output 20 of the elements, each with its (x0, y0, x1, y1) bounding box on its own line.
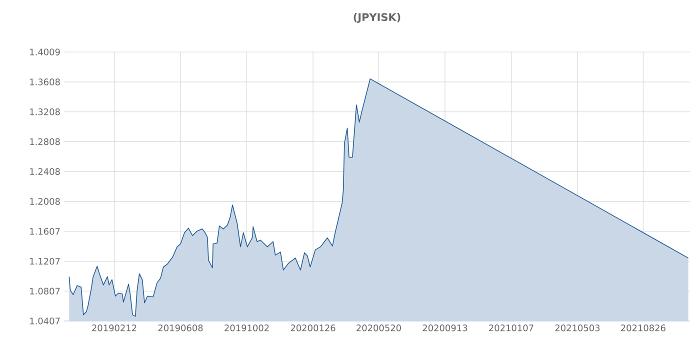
y-tick-label: 1.2408 (30, 168, 60, 175)
y-tick-label: 1.2008 (30, 198, 60, 205)
x-tick-label: 20200520 (356, 324, 401, 332)
x-tick-label: 20191002 (224, 324, 269, 332)
y-tick-label: 1.3208 (30, 108, 60, 116)
chart-title: (JPYISK) (354, 12, 400, 24)
y-tick-label: 1.1607 (30, 228, 60, 235)
y-tick-label: 1.0807 (30, 288, 60, 295)
x-tick-label: 20210503 (555, 324, 600, 332)
x-tick-label: 20200126 (290, 324, 336, 332)
x-tick-label: 20200913 (422, 324, 468, 332)
y-tick-label: 1.2808 (30, 138, 60, 146)
y-tick-label: 1.3608 (30, 78, 60, 86)
y-tick-label: 1.4009 (30, 48, 60, 56)
x-tick-label: 20190608 (158, 324, 203, 332)
x-tick-label: 20210107 (489, 324, 534, 332)
y-tick-label: 1.0407 (30, 318, 60, 324)
x-tick-label: 20190212 (92, 324, 136, 332)
x-tick-label: 20210826 (621, 324, 666, 332)
y-tick-label: 1.1207 (30, 258, 60, 265)
